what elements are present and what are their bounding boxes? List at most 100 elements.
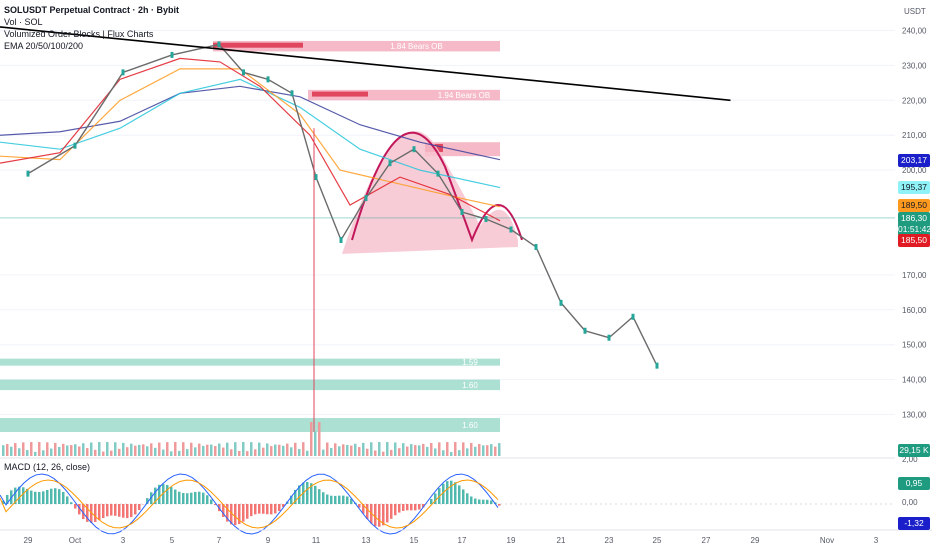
macd-line <box>0 473 499 535</box>
volume-bar <box>422 443 425 456</box>
macd-histogram-bar <box>6 494 9 504</box>
macd-histogram-bar <box>290 495 293 504</box>
volume-bar <box>314 431 317 456</box>
volume-bar <box>282 445 285 456</box>
volume-bar <box>414 445 417 456</box>
ema-line <box>0 78 501 189</box>
volume-bar <box>470 443 473 456</box>
volume-bar <box>474 446 477 456</box>
macd-histogram-bar <box>398 504 401 513</box>
macd-histogram-bar <box>486 499 489 504</box>
macd-histogram-bar <box>154 487 157 504</box>
price-tick-label: 200,00 <box>902 166 927 175</box>
volume-bar <box>486 445 489 456</box>
volume-bar <box>274 444 277 456</box>
volume-bar <box>38 442 41 456</box>
volume-bar <box>446 442 449 456</box>
macd-indicator-label[interactable]: MACD (12, 26, close) <box>4 462 91 472</box>
macd-histogram-bar <box>30 490 33 504</box>
volume-bar <box>158 442 161 456</box>
price-tick-label: 210,00 <box>902 131 927 140</box>
volume-bar <box>98 442 101 456</box>
price-point <box>607 334 611 341</box>
macd-histogram-bar <box>454 482 457 504</box>
volume-bar <box>170 451 173 456</box>
ema-indicator-label[interactable]: EMA 20/50/100/200 <box>4 41 84 51</box>
macd-histogram-bar <box>94 504 97 522</box>
volume-bar <box>174 442 177 456</box>
ema-line <box>0 57 501 222</box>
order-block-label: 1.59 <box>462 358 478 367</box>
volume-bar <box>214 446 217 456</box>
order-blocks-indicator-label[interactable]: Volumized Order Blocks | Flux Charts <box>4 29 154 39</box>
volume-bar <box>418 445 421 456</box>
order-block-label: 1.94 Bears OB <box>438 91 490 100</box>
time-tick-label: Oct <box>69 536 82 545</box>
macd-histogram-bar <box>350 498 353 504</box>
volume-bar <box>326 442 329 456</box>
volume-bar <box>498 443 501 456</box>
macd-tick-label: 0,00 <box>902 498 918 507</box>
price-point <box>509 226 513 233</box>
volume-bar <box>106 442 109 456</box>
price-point <box>412 146 416 153</box>
volume-bar <box>374 450 377 456</box>
volume-bar <box>270 446 273 456</box>
pattern-area <box>342 130 518 254</box>
volume-bar <box>366 448 369 456</box>
macd-histogram-bar <box>42 491 45 504</box>
order-block-zone <box>0 358 500 366</box>
volume-bar <box>102 451 105 456</box>
volume-bar <box>338 446 341 456</box>
volume-bar <box>130 443 133 456</box>
macd-histogram-bar <box>406 504 409 511</box>
macd-histogram-bar <box>222 504 225 517</box>
signal-line <box>0 479 499 529</box>
time-tick-label: 7 <box>217 536 222 545</box>
volume-bar <box>110 450 113 456</box>
macd-histogram-bar <box>238 504 241 525</box>
symbol-title[interactable]: SOLUSDT Perpetual Contract · 2h · Bybit <box>4 5 180 15</box>
volume-bar <box>30 442 33 456</box>
price-point <box>655 362 659 369</box>
volume-bar <box>186 449 189 456</box>
macd-histogram-bar <box>118 504 121 517</box>
volume-indicator-label[interactable]: Vol · SOL <box>4 17 43 27</box>
volume-bar <box>290 447 293 456</box>
macd-histogram-bar <box>274 504 277 514</box>
macd-histogram-bar <box>174 489 177 504</box>
price-tick-label: 160,00 <box>902 306 927 315</box>
volume-bar <box>450 451 453 456</box>
volume-bar <box>342 444 345 456</box>
volume-bar <box>166 442 169 456</box>
order-block-label: 1.84 Bears OB <box>390 42 442 51</box>
volume-bar <box>86 448 89 456</box>
volume-bar <box>462 442 465 456</box>
macd-histogram-bar <box>62 491 65 504</box>
price-point <box>170 51 174 58</box>
time-tick-label: 25 <box>653 536 662 545</box>
macd-histogram-bar <box>498 504 501 506</box>
macd-histogram-bar <box>466 493 469 504</box>
macd-histogram-bar <box>322 492 325 504</box>
volume-bar <box>458 450 461 456</box>
volume-bar <box>238 451 241 456</box>
macd-histogram-bar <box>434 493 437 504</box>
volume-bar <box>398 448 401 456</box>
volume-bar <box>306 450 309 456</box>
macd-histogram-bar <box>82 504 85 520</box>
macd-histogram-bar <box>314 485 317 504</box>
macd-histogram-bar <box>226 504 229 522</box>
macd-histogram-bar <box>270 504 273 515</box>
macd-histogram-bar <box>394 504 397 516</box>
macd-histogram-bar <box>2 500 5 504</box>
volume-bar <box>394 442 397 456</box>
price-unit-label: USDT <box>904 7 926 16</box>
macd-histogram-bar <box>70 502 73 504</box>
price-point <box>460 209 464 216</box>
volume-bar <box>402 443 405 456</box>
volume-bar <box>230 449 233 456</box>
macd-histogram-bar <box>282 504 285 507</box>
volume-bar <box>286 443 289 456</box>
